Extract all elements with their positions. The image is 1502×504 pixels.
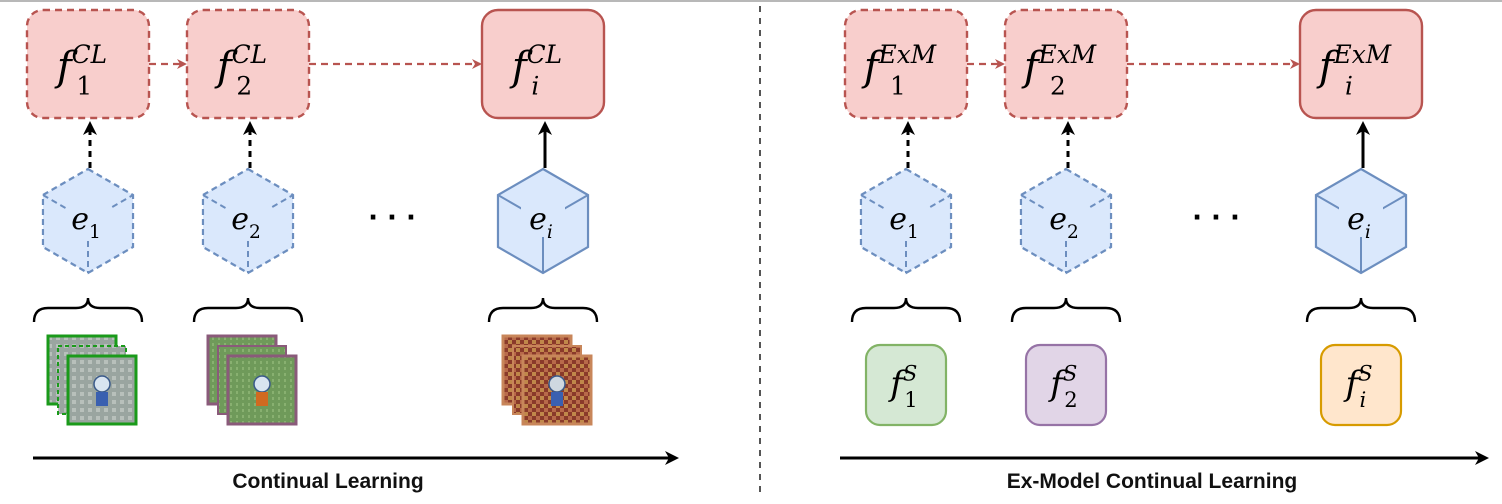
ellipsis-right: · · · <box>1192 203 1240 233</box>
experience-cube: e2 <box>1019 167 1113 275</box>
experience-label: ei <box>1347 202 1371 243</box>
image-subject <box>93 375 111 393</box>
experience-label: e1 <box>71 202 101 243</box>
ellipsis-left: · · · <box>368 203 416 233</box>
model-box <box>25 8 151 120</box>
curly-brace-icon <box>32 297 144 323</box>
source-model-frame <box>1319 343 1403 427</box>
cube-label-bg <box>884 203 928 237</box>
model-box <box>843 8 969 120</box>
panel-caption-left: Continual Learning <box>232 470 423 493</box>
experience-label: ei <box>529 202 553 243</box>
top-border <box>0 0 1502 2</box>
image-subject <box>96 392 108 406</box>
cube-label-bg <box>226 203 270 237</box>
model-box <box>1003 8 1129 120</box>
source-model-frame <box>1024 343 1108 427</box>
panel-caption-right: Ex-Model Continual Learning <box>1007 470 1298 493</box>
curly-brace-icon <box>1010 297 1122 323</box>
experience-label: e2 <box>231 202 261 243</box>
source-model-box: fS 1 <box>864 343 948 427</box>
model-box <box>185 8 311 120</box>
cube-label-bg <box>521 203 565 237</box>
cube-label-bg <box>1044 203 1088 237</box>
source-model-box: fS 2 <box>1024 343 1108 427</box>
image-stack-icon <box>206 334 298 426</box>
curly-brace-icon <box>192 297 304 323</box>
experience-cube: e2 <box>201 167 295 275</box>
cube-label-bg <box>1339 203 1383 237</box>
experience-cube: e1 <box>859 167 953 275</box>
image-stack-icon <box>501 334 593 426</box>
source-model-box: fS i <box>1319 343 1403 427</box>
image-subject <box>548 375 566 393</box>
image-subject <box>253 375 271 393</box>
model-box <box>480 8 606 120</box>
model-label: fExM i <box>1316 40 1392 100</box>
model-box <box>1298 8 1424 120</box>
experience-cube: e1 <box>41 167 135 275</box>
image-subject <box>256 392 268 406</box>
experience-cube: ei <box>496 167 590 275</box>
image-subject <box>551 392 563 406</box>
experience-label: e1 <box>889 202 919 243</box>
image-stack-icon <box>46 334 138 426</box>
source-model-frame <box>864 343 948 427</box>
curly-brace-icon <box>487 297 599 323</box>
curly-brace-icon <box>1305 297 1417 323</box>
experience-cube: ei <box>1314 167 1408 275</box>
model-label: fCL 1 <box>54 40 107 100</box>
model-label: fExM 2 <box>1021 40 1097 100</box>
curly-brace-icon <box>850 297 962 323</box>
experience-label: e2 <box>1049 202 1079 243</box>
cube-label-bg <box>66 203 110 237</box>
